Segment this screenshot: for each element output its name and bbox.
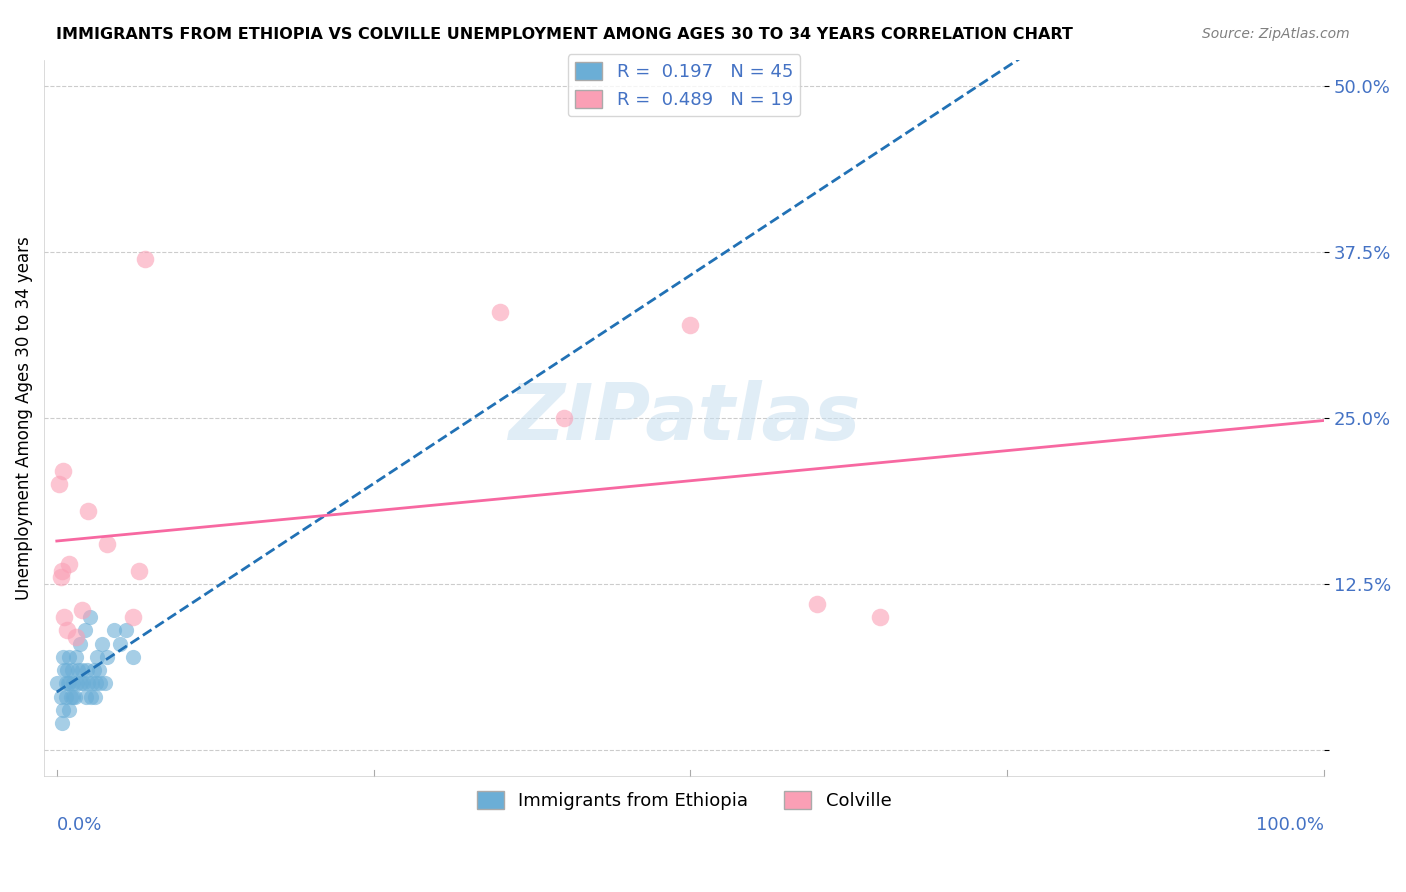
Point [66, 676, 89, 690]
Point [91, 636, 114, 650]
Point [128, 564, 150, 578]
Point [65, 649, 87, 664]
Point [94, 676, 117, 690]
Point [121, 649, 143, 664]
Point [79, 610, 101, 624]
Point [55, 676, 77, 690]
Point [63, 690, 86, 704]
Point [56, 624, 79, 638]
Point [65, 630, 87, 644]
Text: IMMIGRANTS FROM ETHIOPIA VS COLVILLE UNEMPLOYMENT AMONG AGES 30 TO 34 YEARS CORR: IMMIGRANTS FROM ETHIOPIA VS COLVILLE UNE… [56, 27, 1073, 42]
Point [76, 663, 98, 677]
Point [75, 690, 97, 704]
Point [70, 663, 93, 677]
Point [56, 663, 79, 677]
Text: Source: ZipAtlas.com: Source: ZipAtlas.com [1202, 27, 1350, 41]
Point [62, 676, 84, 690]
Point [58, 676, 80, 690]
Point [51, 564, 73, 578]
Point [103, 624, 125, 638]
Point [121, 610, 143, 624]
Point [489, 304, 512, 318]
Point [96, 537, 118, 551]
Point [59, 690, 82, 704]
Point [51, 716, 73, 731]
Text: 100.0%: 100.0% [1256, 816, 1324, 834]
Point [58, 703, 80, 717]
Point [58, 649, 80, 664]
Point [77, 504, 100, 518]
Point [52, 703, 75, 717]
Point [869, 610, 891, 624]
Point [83, 663, 105, 677]
Point [89, 676, 111, 690]
Point [70, 603, 93, 617]
Point [58, 557, 80, 571]
Point [62, 690, 84, 704]
Point [69, 636, 91, 650]
Point [53, 610, 76, 624]
Point [679, 318, 702, 332]
Point [83, 690, 105, 704]
Point [96, 649, 118, 664]
Text: ZIPatlas: ZIPatlas [508, 380, 860, 456]
Point [553, 411, 575, 425]
Point [45, 676, 67, 690]
Point [82, 676, 104, 690]
Point [108, 636, 131, 650]
Point [115, 624, 138, 638]
Y-axis label: Unemployment Among Ages 30 to 34 years: Unemployment Among Ages 30 to 34 years [15, 236, 32, 599]
Point [84, 676, 107, 690]
Point [67, 663, 90, 677]
Legend: Immigrants from Ethiopia, Colville: Immigrants from Ethiopia, Colville [470, 783, 898, 817]
Point [80, 690, 103, 704]
Point [52, 464, 75, 478]
Point [48, 477, 70, 491]
Point [56, 676, 79, 690]
Point [72, 676, 94, 690]
Point [53, 663, 76, 677]
Point [52, 649, 75, 664]
Point [77, 676, 100, 690]
Point [49, 570, 72, 584]
Point [49, 690, 72, 704]
Text: 0.0%: 0.0% [56, 816, 103, 834]
Point [86, 649, 108, 664]
Point [73, 624, 96, 638]
Point [60, 663, 83, 677]
Point [70, 676, 93, 690]
Point [134, 252, 156, 266]
Point [806, 597, 828, 611]
Point [55, 690, 77, 704]
Point [87, 663, 110, 677]
